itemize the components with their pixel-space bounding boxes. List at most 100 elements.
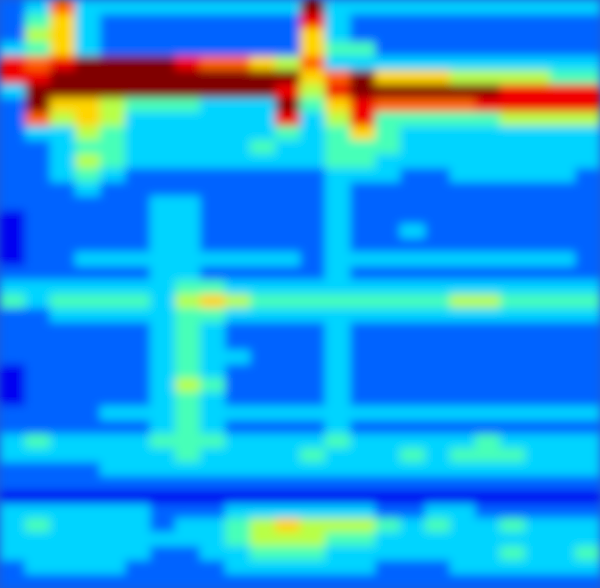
heatmap-cell bbox=[275, 28, 301, 43]
heatmap-cell bbox=[425, 280, 451, 295]
heatmap-cell bbox=[50, 126, 76, 141]
heatmap-cell bbox=[200, 490, 226, 505]
heatmap-cell bbox=[25, 140, 51, 155]
heatmap-cell bbox=[75, 490, 101, 505]
heatmap-cell bbox=[175, 420, 201, 435]
heatmap-cell bbox=[525, 98, 551, 113]
heatmap-cell bbox=[425, 266, 451, 281]
heatmap-cell bbox=[125, 350, 151, 365]
heatmap-cell bbox=[200, 350, 226, 365]
heatmap-cell bbox=[475, 84, 501, 99]
heatmap-cell bbox=[275, 154, 301, 169]
heatmap-cell bbox=[400, 224, 426, 239]
heatmap-cell bbox=[425, 504, 451, 519]
heatmap-cell bbox=[175, 252, 201, 267]
heatmap-cell bbox=[350, 168, 376, 183]
heatmap-cell bbox=[525, 364, 551, 379]
heatmap-cell bbox=[325, 336, 351, 351]
heatmap-cell bbox=[50, 392, 76, 407]
heatmap-cell bbox=[250, 560, 276, 575]
heatmap-cell bbox=[450, 518, 476, 533]
heatmap-cell bbox=[300, 448, 326, 463]
heatmap-cell bbox=[125, 14, 151, 29]
heatmap-cell bbox=[300, 336, 326, 351]
heatmap-cell bbox=[0, 0, 26, 15]
heatmap-cell bbox=[225, 336, 251, 351]
heatmap-cell bbox=[300, 266, 326, 281]
heatmap-cell bbox=[550, 14, 576, 29]
heatmap-cell bbox=[425, 182, 451, 197]
heatmap-cell bbox=[225, 56, 251, 71]
heatmap-cell bbox=[400, 504, 426, 519]
heatmap-cell bbox=[50, 28, 76, 43]
heatmap-cell bbox=[350, 196, 376, 211]
heatmap-cell bbox=[375, 252, 401, 267]
heatmap-cell bbox=[325, 308, 351, 323]
heatmap-cell bbox=[300, 252, 326, 267]
heatmap-cell bbox=[0, 252, 26, 267]
heatmap-cell bbox=[50, 14, 76, 29]
cells bbox=[0, 0, 600, 588]
heatmap-cell bbox=[150, 294, 176, 309]
heatmap-cell bbox=[25, 322, 51, 337]
heatmap-cell bbox=[250, 154, 276, 169]
heatmap-cell bbox=[325, 448, 351, 463]
heatmap-cell bbox=[450, 406, 476, 421]
heatmap-cell bbox=[250, 350, 276, 365]
heatmap-cell bbox=[175, 0, 201, 15]
heatmap-cell bbox=[425, 560, 451, 575]
heatmap-cell bbox=[25, 182, 51, 197]
heatmap-cell bbox=[300, 84, 326, 99]
heatmap-cell bbox=[325, 378, 351, 393]
heatmap-cell bbox=[25, 420, 51, 435]
heatmap-cell bbox=[575, 252, 600, 267]
heatmap-cell bbox=[100, 350, 126, 365]
heatmap-cell bbox=[400, 98, 426, 113]
heatmap-cell bbox=[275, 168, 301, 183]
heatmap-cell bbox=[350, 378, 376, 393]
heatmap-cell bbox=[450, 14, 476, 29]
heatmap-cell bbox=[25, 518, 51, 533]
heatmap-cell bbox=[150, 392, 176, 407]
heatmap-cell bbox=[375, 364, 401, 379]
heatmap-cell bbox=[25, 448, 51, 463]
heatmap-cell bbox=[325, 364, 351, 379]
heatmap-cell bbox=[325, 182, 351, 197]
heatmap-cell bbox=[175, 56, 201, 71]
heatmap-cell bbox=[25, 196, 51, 211]
heatmap-cell bbox=[75, 84, 101, 99]
heatmap-cell bbox=[275, 14, 301, 29]
heatmap-cell bbox=[350, 140, 376, 155]
heatmap-cell bbox=[525, 336, 551, 351]
heatmap-cell bbox=[475, 490, 501, 505]
heatmap-cell bbox=[50, 294, 76, 309]
heatmap-cell bbox=[225, 98, 251, 113]
heatmap-cell bbox=[275, 462, 301, 477]
heatmap-cell bbox=[425, 546, 451, 561]
heatmap-cell bbox=[550, 448, 576, 463]
heatmap-cell bbox=[150, 154, 176, 169]
heatmap-cell bbox=[500, 126, 526, 141]
heatmap-cell bbox=[575, 420, 600, 435]
heatmap-cell bbox=[550, 574, 576, 588]
heatmap-cell bbox=[225, 490, 251, 505]
heatmap-cell bbox=[375, 238, 401, 253]
heatmap-cell bbox=[375, 210, 401, 225]
heatmap-cell bbox=[375, 420, 401, 435]
heatmap-cell bbox=[75, 308, 101, 323]
heatmap-cell bbox=[325, 462, 351, 477]
heatmap-cell bbox=[350, 420, 376, 435]
heatmap-cell bbox=[350, 0, 376, 15]
heatmap-cell bbox=[75, 462, 101, 477]
heatmap-cell bbox=[550, 364, 576, 379]
heatmap-cell bbox=[375, 84, 401, 99]
heatmap-cell bbox=[475, 532, 501, 547]
heatmap-cell bbox=[200, 28, 226, 43]
heatmap-cell bbox=[475, 196, 501, 211]
heatmap-cell bbox=[0, 560, 26, 575]
heatmap-cell bbox=[150, 350, 176, 365]
heatmap-cell bbox=[475, 476, 501, 491]
heatmap-cell bbox=[250, 490, 276, 505]
heatmap-cell bbox=[125, 210, 151, 225]
heatmap-cell bbox=[500, 476, 526, 491]
